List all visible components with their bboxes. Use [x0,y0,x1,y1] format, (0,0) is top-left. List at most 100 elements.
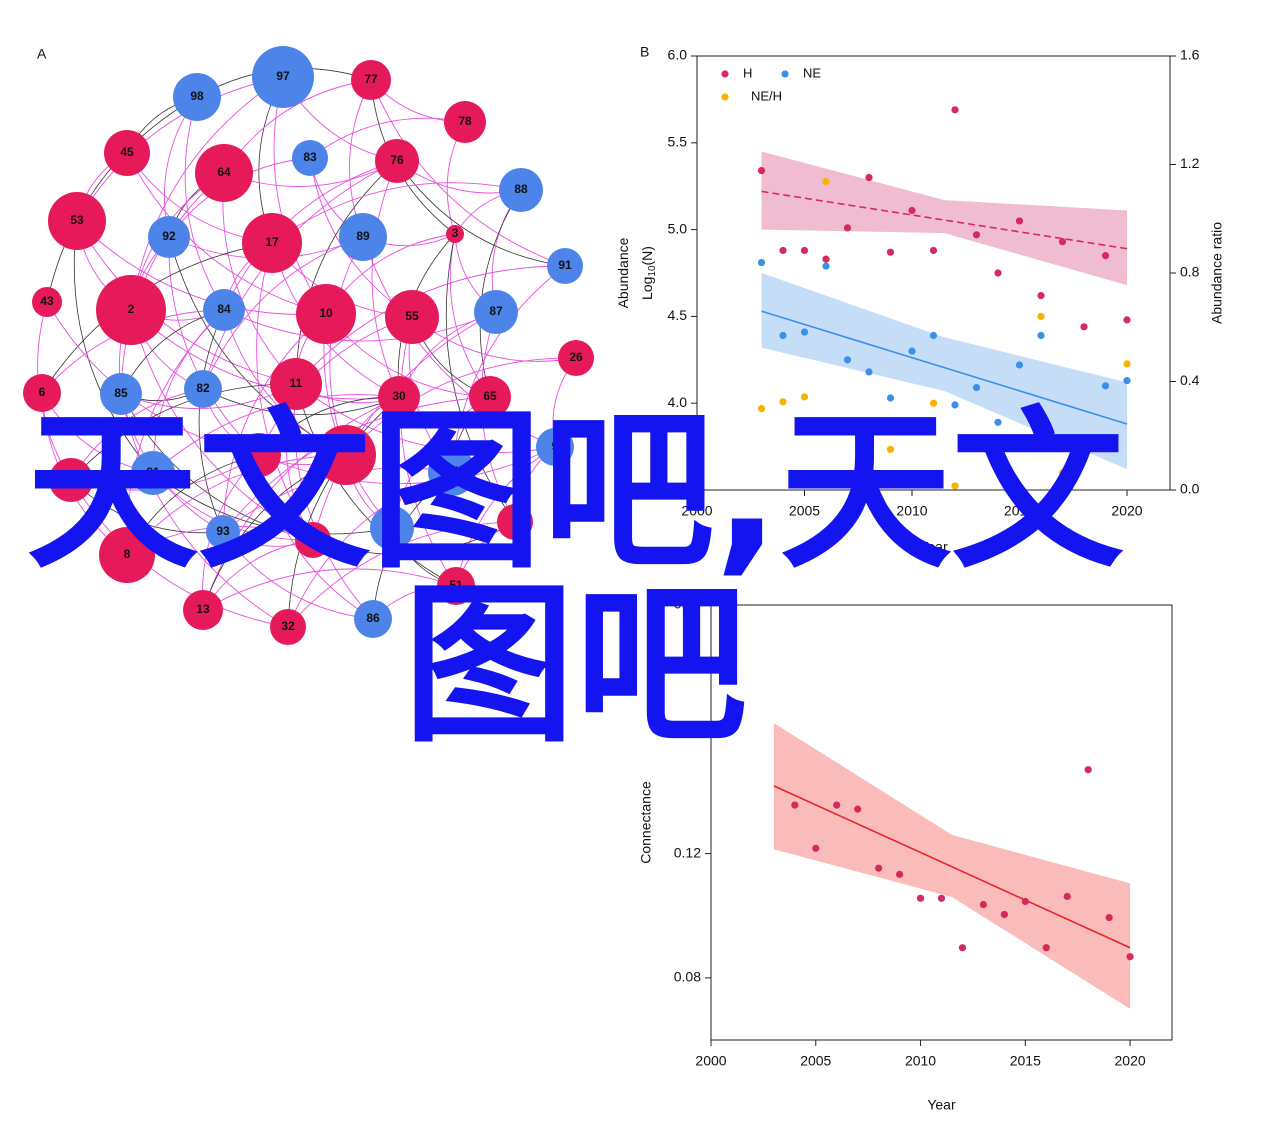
y-tick-label: 0.08 [674,969,701,985]
node-label: 86 [366,611,380,625]
node [370,506,414,550]
edge [396,160,566,267]
point [800,393,809,401]
confidence-band [761,273,1127,470]
edge [295,160,398,385]
point [958,944,967,952]
edge [46,96,198,303]
y-axis-label-part: Log [639,277,655,300]
edge [371,160,400,398]
point [1037,331,1045,340]
edge [455,446,556,587]
node [148,216,190,258]
trend-line [773,785,1131,949]
y2-tick-label: 0.8 [1180,264,1200,280]
point [1015,217,1024,225]
x-tick-label: 2015 [1004,503,1035,519]
node [292,140,328,176]
point [886,445,895,453]
point [1080,323,1088,331]
point [951,482,959,490]
point [822,255,830,263]
point [951,401,959,409]
node [354,600,392,638]
y2-tick-label: 0.4 [1180,372,1200,388]
node-label: 13 [196,602,210,616]
node [378,376,420,418]
node-label: 32 [281,619,295,633]
point [1042,944,1050,952]
node [469,376,511,418]
y-axis-label: Log10(N) [639,246,658,300]
point [875,864,883,872]
node [49,458,93,502]
edge [76,76,284,222]
point [1037,312,1045,320]
legend-marker [721,70,729,78]
point [843,356,852,364]
node [446,225,464,243]
point [886,394,895,402]
node-label: 76 [390,153,404,167]
node [547,248,583,284]
point [1058,469,1067,477]
point [1105,913,1113,922]
x-tick-label: 2010 [905,1053,936,1069]
edge [293,383,374,620]
y-tick-label: 4.5 [668,307,688,323]
edge [202,388,400,416]
point [1126,953,1134,961]
node [96,275,166,345]
node-label: 26 [569,350,583,364]
legend-label: H [743,65,752,80]
point [1000,910,1008,919]
plot-frame [710,604,1173,1041]
node [437,567,475,605]
point [1123,316,1131,324]
trend-line [761,310,1128,425]
x-tick-label: 2005 [800,1053,831,1069]
point [1021,897,1029,906]
y-axis-label: Connectance [638,781,654,864]
node [474,290,518,334]
node-label: 11 [290,376,303,390]
edge [130,309,314,541]
point [895,870,904,878]
node-label: 85 [114,386,128,400]
node [295,522,331,558]
edge [258,446,556,485]
node-label: 94 [445,464,459,478]
point [1123,360,1131,368]
y-tick-label: 5.0 [668,220,688,236]
point [822,177,830,186]
y2-tick-label: 1.2 [1180,155,1200,171]
y-tick-label: 6.0 [668,47,688,63]
node-label: 64 [217,165,231,179]
node [100,373,142,415]
point [854,805,862,813]
panel-label: C [654,593,664,609]
y2-axis-label: Abundance ratio [1209,222,1225,324]
edge [126,309,225,556]
edge [76,220,297,385]
point [800,328,809,336]
edge [222,313,327,533]
edge [198,309,225,533]
point [1063,892,1071,901]
edge [202,568,457,611]
node [206,515,240,549]
node-label: 88 [514,182,528,196]
point [994,418,1002,426]
node-label: 83 [303,150,317,164]
node-label: 8 [124,547,131,561]
edge [295,383,556,454]
node-label: 65 [483,389,497,403]
edge [271,182,522,244]
point [800,246,809,255]
node [184,370,222,408]
node [237,433,281,477]
point [1080,434,1088,443]
edge [362,236,556,448]
node-label: 43 [40,294,54,308]
edge [168,236,260,456]
